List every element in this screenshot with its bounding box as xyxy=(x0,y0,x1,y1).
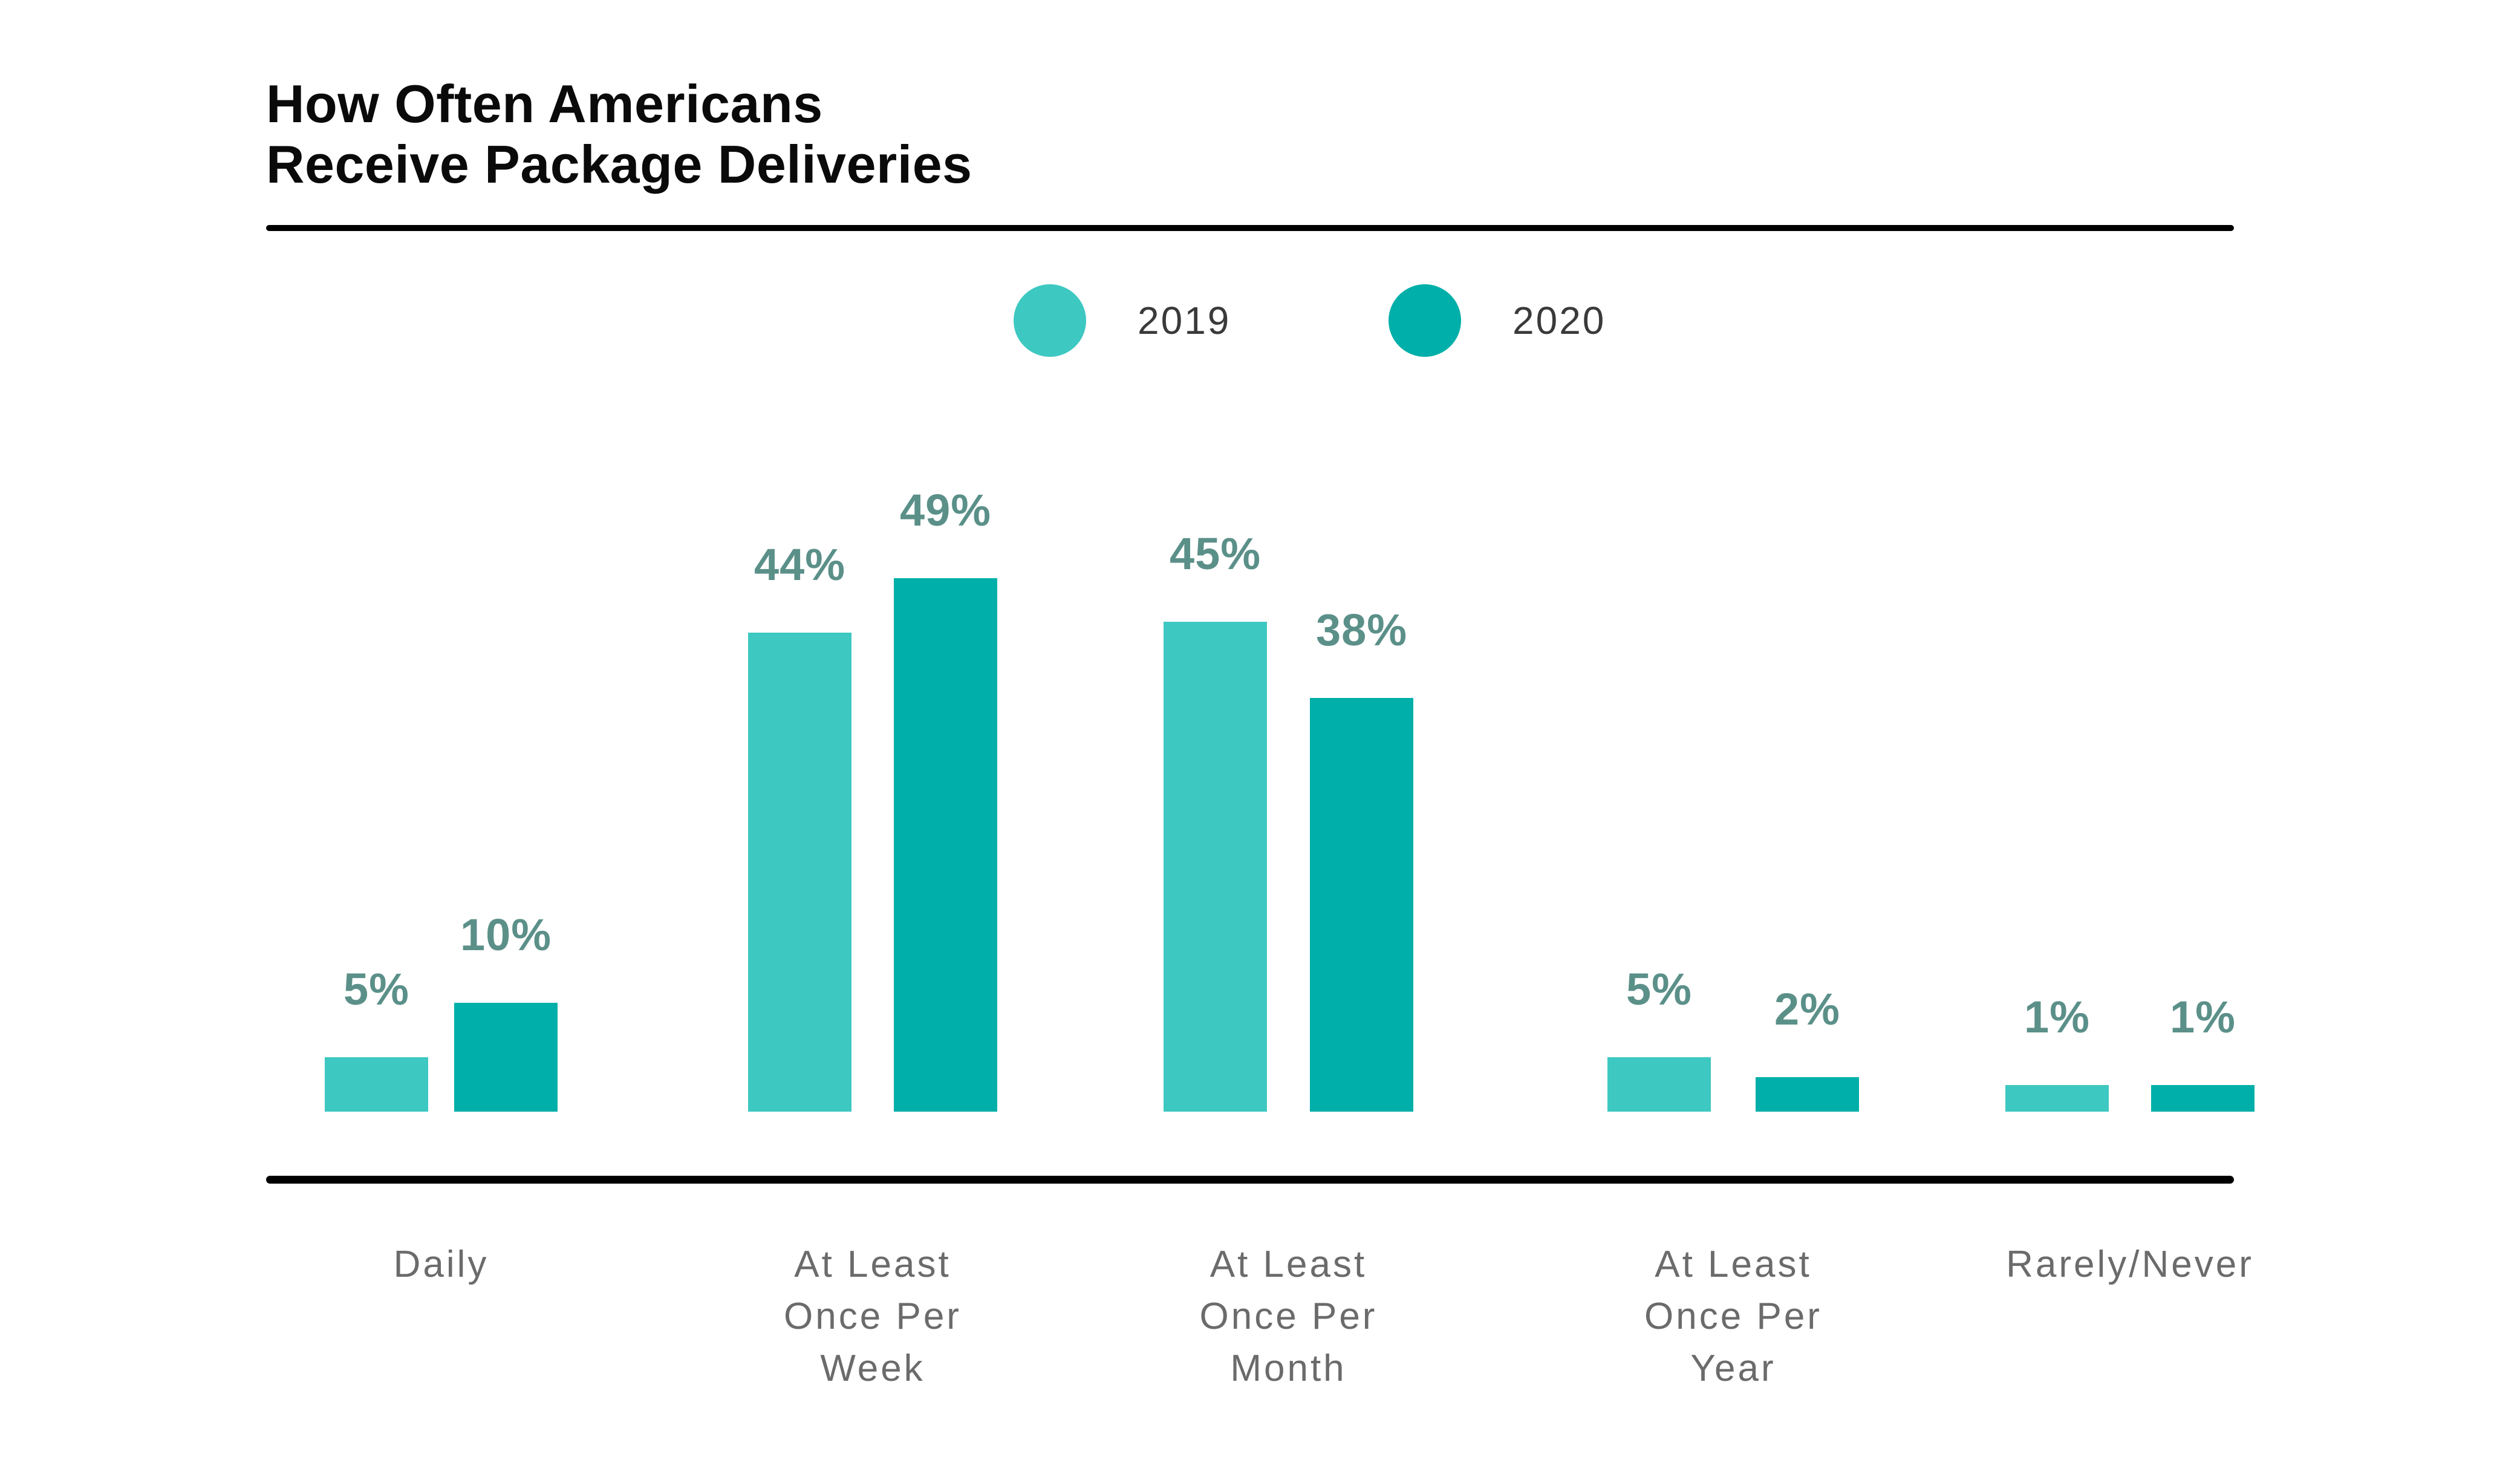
axis-label-at-least-once-per-month: At Least Once Per Month xyxy=(1199,1244,1378,1389)
value-label-2020-daily: 10% xyxy=(460,910,552,960)
legend-label-2020: 2020 xyxy=(1512,299,1606,342)
value-label-2020-at-least-once-per-month: 38% xyxy=(1315,605,1408,655)
value-label-2019-at-least-once-per-year: 5% xyxy=(1626,964,1692,1014)
axis-label-at-least-once-per-year: At Least Once Per Year xyxy=(1644,1244,1822,1389)
bar-2019-daily xyxy=(325,1057,428,1112)
axis-label-daily: Daily xyxy=(393,1244,489,1285)
legend-item-2019: 2019 xyxy=(1014,284,1231,357)
legend-label-2019: 2019 xyxy=(1138,299,1231,342)
legend-swatch-2020-icon xyxy=(1389,284,1461,357)
top-divider-line xyxy=(266,225,2234,231)
bar-2019-at-least-once-per-week xyxy=(748,633,851,1112)
value-label-2019-at-least-once-per-week: 44% xyxy=(754,539,846,590)
axis-label-rarely-never: Rarely/Never xyxy=(2006,1244,2254,1285)
bar-2019-at-least-once-per-month xyxy=(1164,622,1267,1112)
bar-2020-at-least-once-per-month xyxy=(1310,698,1413,1112)
value-label-2019-rarely-never: 1% xyxy=(2024,992,2090,1042)
legend-swatch-2019-icon xyxy=(1014,284,1086,357)
value-label-2020-rarely-never: 1% xyxy=(2170,992,2236,1042)
x-axis-line xyxy=(266,1176,2234,1184)
value-label-2019-daily: 5% xyxy=(343,964,409,1014)
bar-2019-rarely-never xyxy=(2005,1085,2109,1112)
bar-2019-at-least-once-per-year xyxy=(1607,1057,1711,1112)
legend-item-2020: 2020 xyxy=(1389,284,1606,357)
value-label-2020-at-least-once-per-week: 49% xyxy=(899,485,992,535)
bar-2020-daily xyxy=(454,1003,558,1112)
bar-2020-at-least-once-per-year xyxy=(1756,1077,1859,1112)
bar-2020-rarely-never xyxy=(2151,1085,2255,1112)
bar-2020-at-least-once-per-week xyxy=(894,578,997,1112)
value-label-2019-at-least-once-per-month: 45% xyxy=(1169,529,1262,579)
axis-label-at-least-once-per-week: At Least Once Per Week xyxy=(784,1244,962,1389)
value-label-2020-at-least-once-per-year: 2% xyxy=(1774,984,1840,1034)
chart-title: How Often Americans Receive Package Deli… xyxy=(266,74,972,194)
